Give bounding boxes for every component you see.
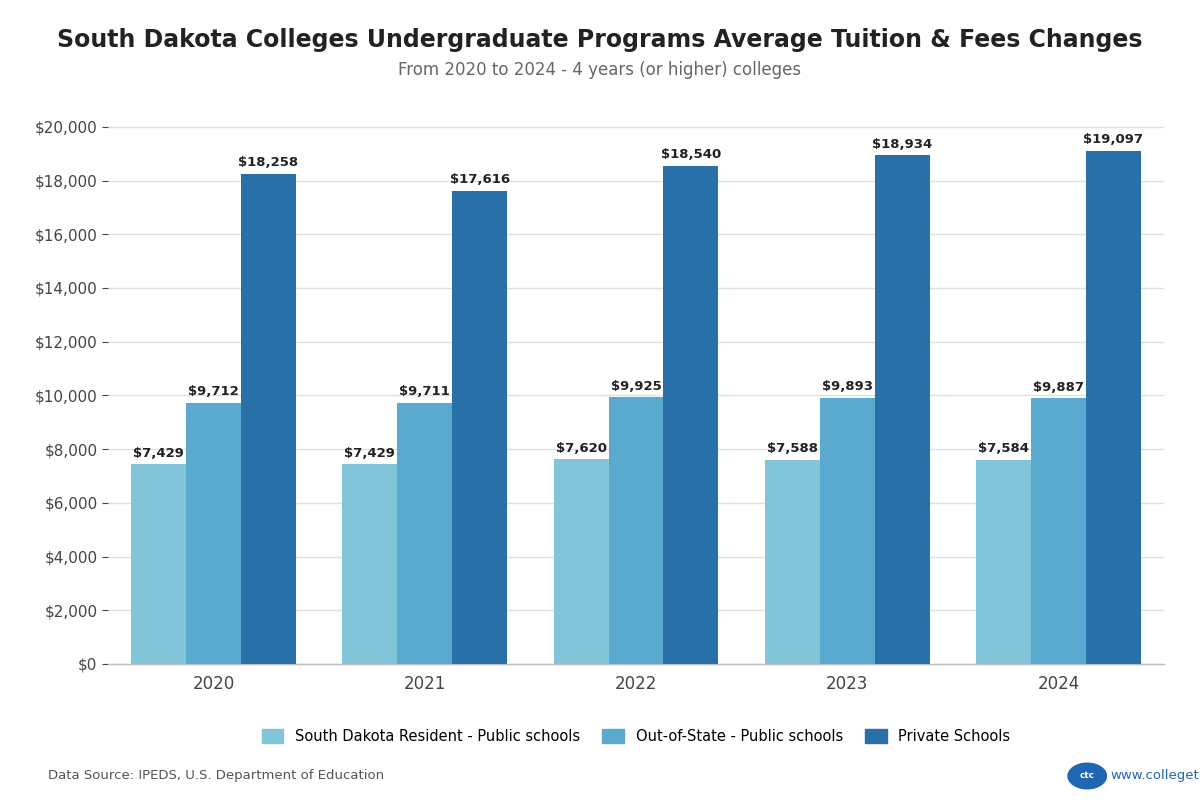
Text: $7,588: $7,588 [767,442,817,455]
Bar [976,460,1031,664]
Text: $18,540: $18,540 [661,148,721,162]
Text: $18,934: $18,934 [872,138,932,150]
Bar [1031,398,1086,664]
Text: $9,887: $9,887 [1033,381,1084,394]
Text: $7,429: $7,429 [344,446,395,460]
Text: $7,429: $7,429 [133,446,184,460]
Text: $17,616: $17,616 [450,173,510,186]
Text: South Dakota Colleges Undergraduate Programs Average Tuition & Fees Changes: South Dakota Colleges Undergraduate Prog… [58,28,1142,52]
Bar [820,398,875,664]
Text: Data Source: IPEDS, U.S. Department of Education: Data Source: IPEDS, U.S. Department of E… [48,770,384,782]
Bar [764,460,820,664]
Bar [342,465,397,664]
Legend: South Dakota Resident - Public schools, Out-of-State - Public schools, Private S: South Dakota Resident - Public schools, … [254,722,1018,752]
Bar [1086,151,1141,664]
Text: $9,711: $9,711 [400,386,450,398]
Text: $18,258: $18,258 [239,156,299,169]
Bar [452,191,508,664]
Text: $9,893: $9,893 [822,381,872,394]
Text: $7,584: $7,584 [978,442,1028,455]
Text: $7,620: $7,620 [556,442,606,454]
Bar [553,459,608,664]
Bar [397,403,452,664]
Bar [664,166,719,664]
Text: From 2020 to 2024 - 4 years (or higher) colleges: From 2020 to 2024 - 4 years (or higher) … [398,61,802,78]
Bar [875,155,930,664]
Text: www.collegetuitioncompare.com: www.collegetuitioncompare.com [1110,770,1200,782]
Bar [186,403,241,664]
Text: ctc: ctc [1080,771,1094,781]
Text: $9,925: $9,925 [611,380,661,393]
Bar [131,465,186,664]
Bar [241,174,296,664]
Bar [608,398,664,664]
Text: $19,097: $19,097 [1084,134,1144,146]
Text: $9,712: $9,712 [188,386,239,398]
